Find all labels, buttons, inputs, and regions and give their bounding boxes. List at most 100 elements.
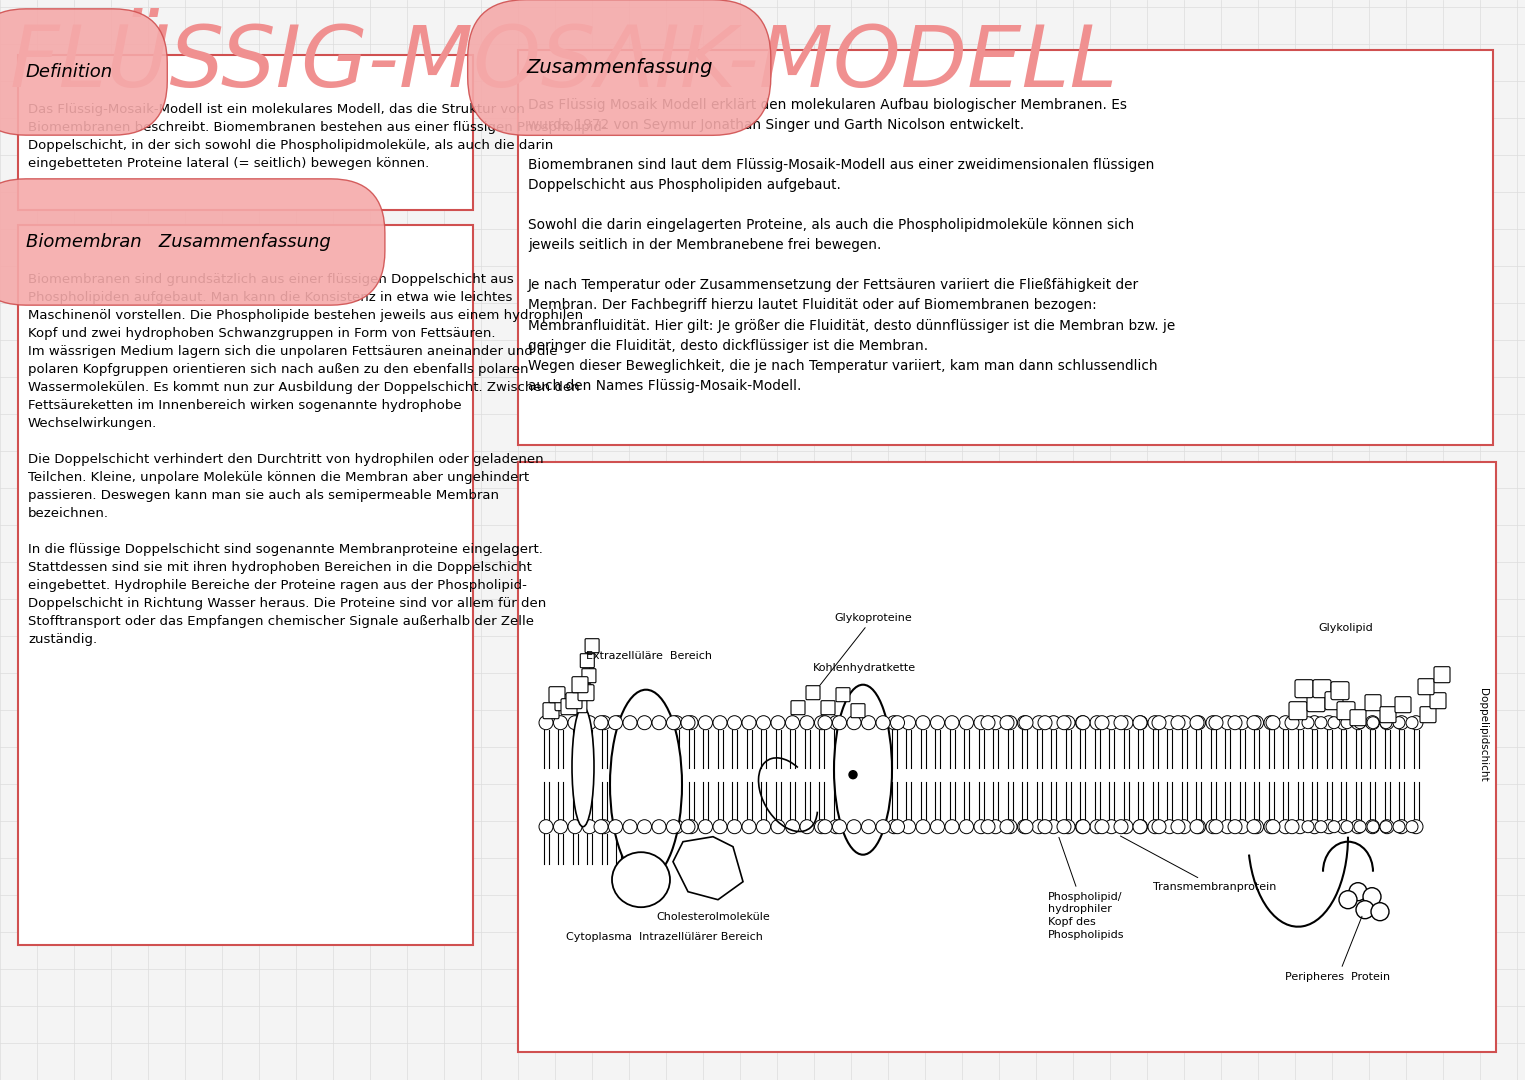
Circle shape [608,820,622,834]
Circle shape [756,820,770,834]
Circle shape [772,716,785,730]
Circle shape [1328,821,1340,833]
FancyBboxPatch shape [1331,681,1350,700]
Circle shape [554,820,567,834]
Circle shape [1249,716,1264,730]
Circle shape [901,820,915,834]
Circle shape [1133,820,1147,834]
Circle shape [833,820,846,834]
Circle shape [817,716,833,730]
Circle shape [1148,820,1162,834]
Circle shape [946,820,959,834]
Circle shape [1032,820,1046,834]
Circle shape [1266,820,1279,834]
FancyBboxPatch shape [518,50,1493,445]
FancyBboxPatch shape [820,701,836,715]
Circle shape [714,820,727,834]
Circle shape [1409,716,1423,730]
Text: Definition: Definition [26,63,113,81]
Text: Biomembranen sind grundsätzlich aus einer flüssigen Doppelschicht aus
Phospholip: Biomembranen sind grundsätzlich aus eine… [27,273,583,646]
Circle shape [981,716,994,730]
Circle shape [843,820,857,834]
Circle shape [862,820,875,834]
Circle shape [1039,716,1052,730]
FancyBboxPatch shape [586,638,599,652]
FancyBboxPatch shape [1295,679,1313,698]
Circle shape [1302,821,1315,833]
Circle shape [583,716,596,730]
Circle shape [637,716,651,730]
FancyBboxPatch shape [578,685,595,701]
Ellipse shape [572,706,595,826]
Circle shape [743,820,756,834]
Circle shape [1264,716,1278,730]
Circle shape [727,716,741,730]
Circle shape [1336,716,1351,730]
Circle shape [888,716,901,730]
Circle shape [1392,717,1405,729]
Circle shape [1247,820,1261,834]
Text: Phospholipid/
hydrophiler
Kopf des
Phospholipids: Phospholipid/ hydrophiler Kopf des Phosp… [1048,837,1124,940]
Circle shape [1057,820,1071,834]
Circle shape [959,820,973,834]
Circle shape [1278,716,1293,730]
Circle shape [1336,820,1351,834]
Circle shape [1019,820,1032,834]
FancyBboxPatch shape [1307,693,1325,712]
Circle shape [538,716,554,730]
Circle shape [974,716,988,730]
Circle shape [1350,882,1366,901]
Circle shape [698,716,712,730]
FancyBboxPatch shape [791,701,805,715]
Circle shape [801,716,814,730]
Circle shape [817,820,833,834]
Circle shape [1351,716,1365,730]
Circle shape [743,716,756,730]
Circle shape [538,820,554,834]
Circle shape [1264,820,1278,834]
Text: Kohlenhydratkette: Kohlenhydratkette [813,663,917,673]
Circle shape [862,716,875,730]
Circle shape [1365,820,1380,834]
Circle shape [1148,716,1162,730]
Circle shape [682,820,695,834]
Circle shape [1077,716,1090,730]
Text: Zusammenfassung: Zusammenfassung [526,58,712,77]
Circle shape [1162,716,1176,730]
Circle shape [1371,903,1389,920]
Circle shape [714,716,727,730]
Circle shape [640,716,654,730]
FancyBboxPatch shape [851,704,865,718]
Circle shape [859,716,872,730]
Circle shape [849,771,857,779]
Circle shape [624,820,637,834]
Circle shape [1406,717,1418,729]
FancyBboxPatch shape [566,692,583,708]
Circle shape [833,716,846,730]
Circle shape [1286,716,1299,730]
Circle shape [875,716,891,730]
Ellipse shape [834,685,892,854]
Circle shape [785,820,799,834]
FancyBboxPatch shape [573,699,587,713]
Circle shape [1366,821,1379,833]
Ellipse shape [612,852,669,907]
Circle shape [959,716,973,730]
FancyBboxPatch shape [1434,666,1450,683]
Circle shape [1328,717,1340,729]
Circle shape [595,716,608,730]
Circle shape [637,820,651,834]
Circle shape [685,716,698,730]
Circle shape [640,820,654,834]
FancyBboxPatch shape [836,688,849,702]
Circle shape [1278,820,1293,834]
Circle shape [1266,716,1279,730]
Circle shape [1286,820,1299,834]
Circle shape [1293,820,1307,834]
Circle shape [772,820,785,834]
Circle shape [1057,716,1071,730]
Circle shape [843,716,857,730]
Circle shape [1075,716,1089,730]
Circle shape [1392,821,1405,833]
Circle shape [1394,716,1409,730]
